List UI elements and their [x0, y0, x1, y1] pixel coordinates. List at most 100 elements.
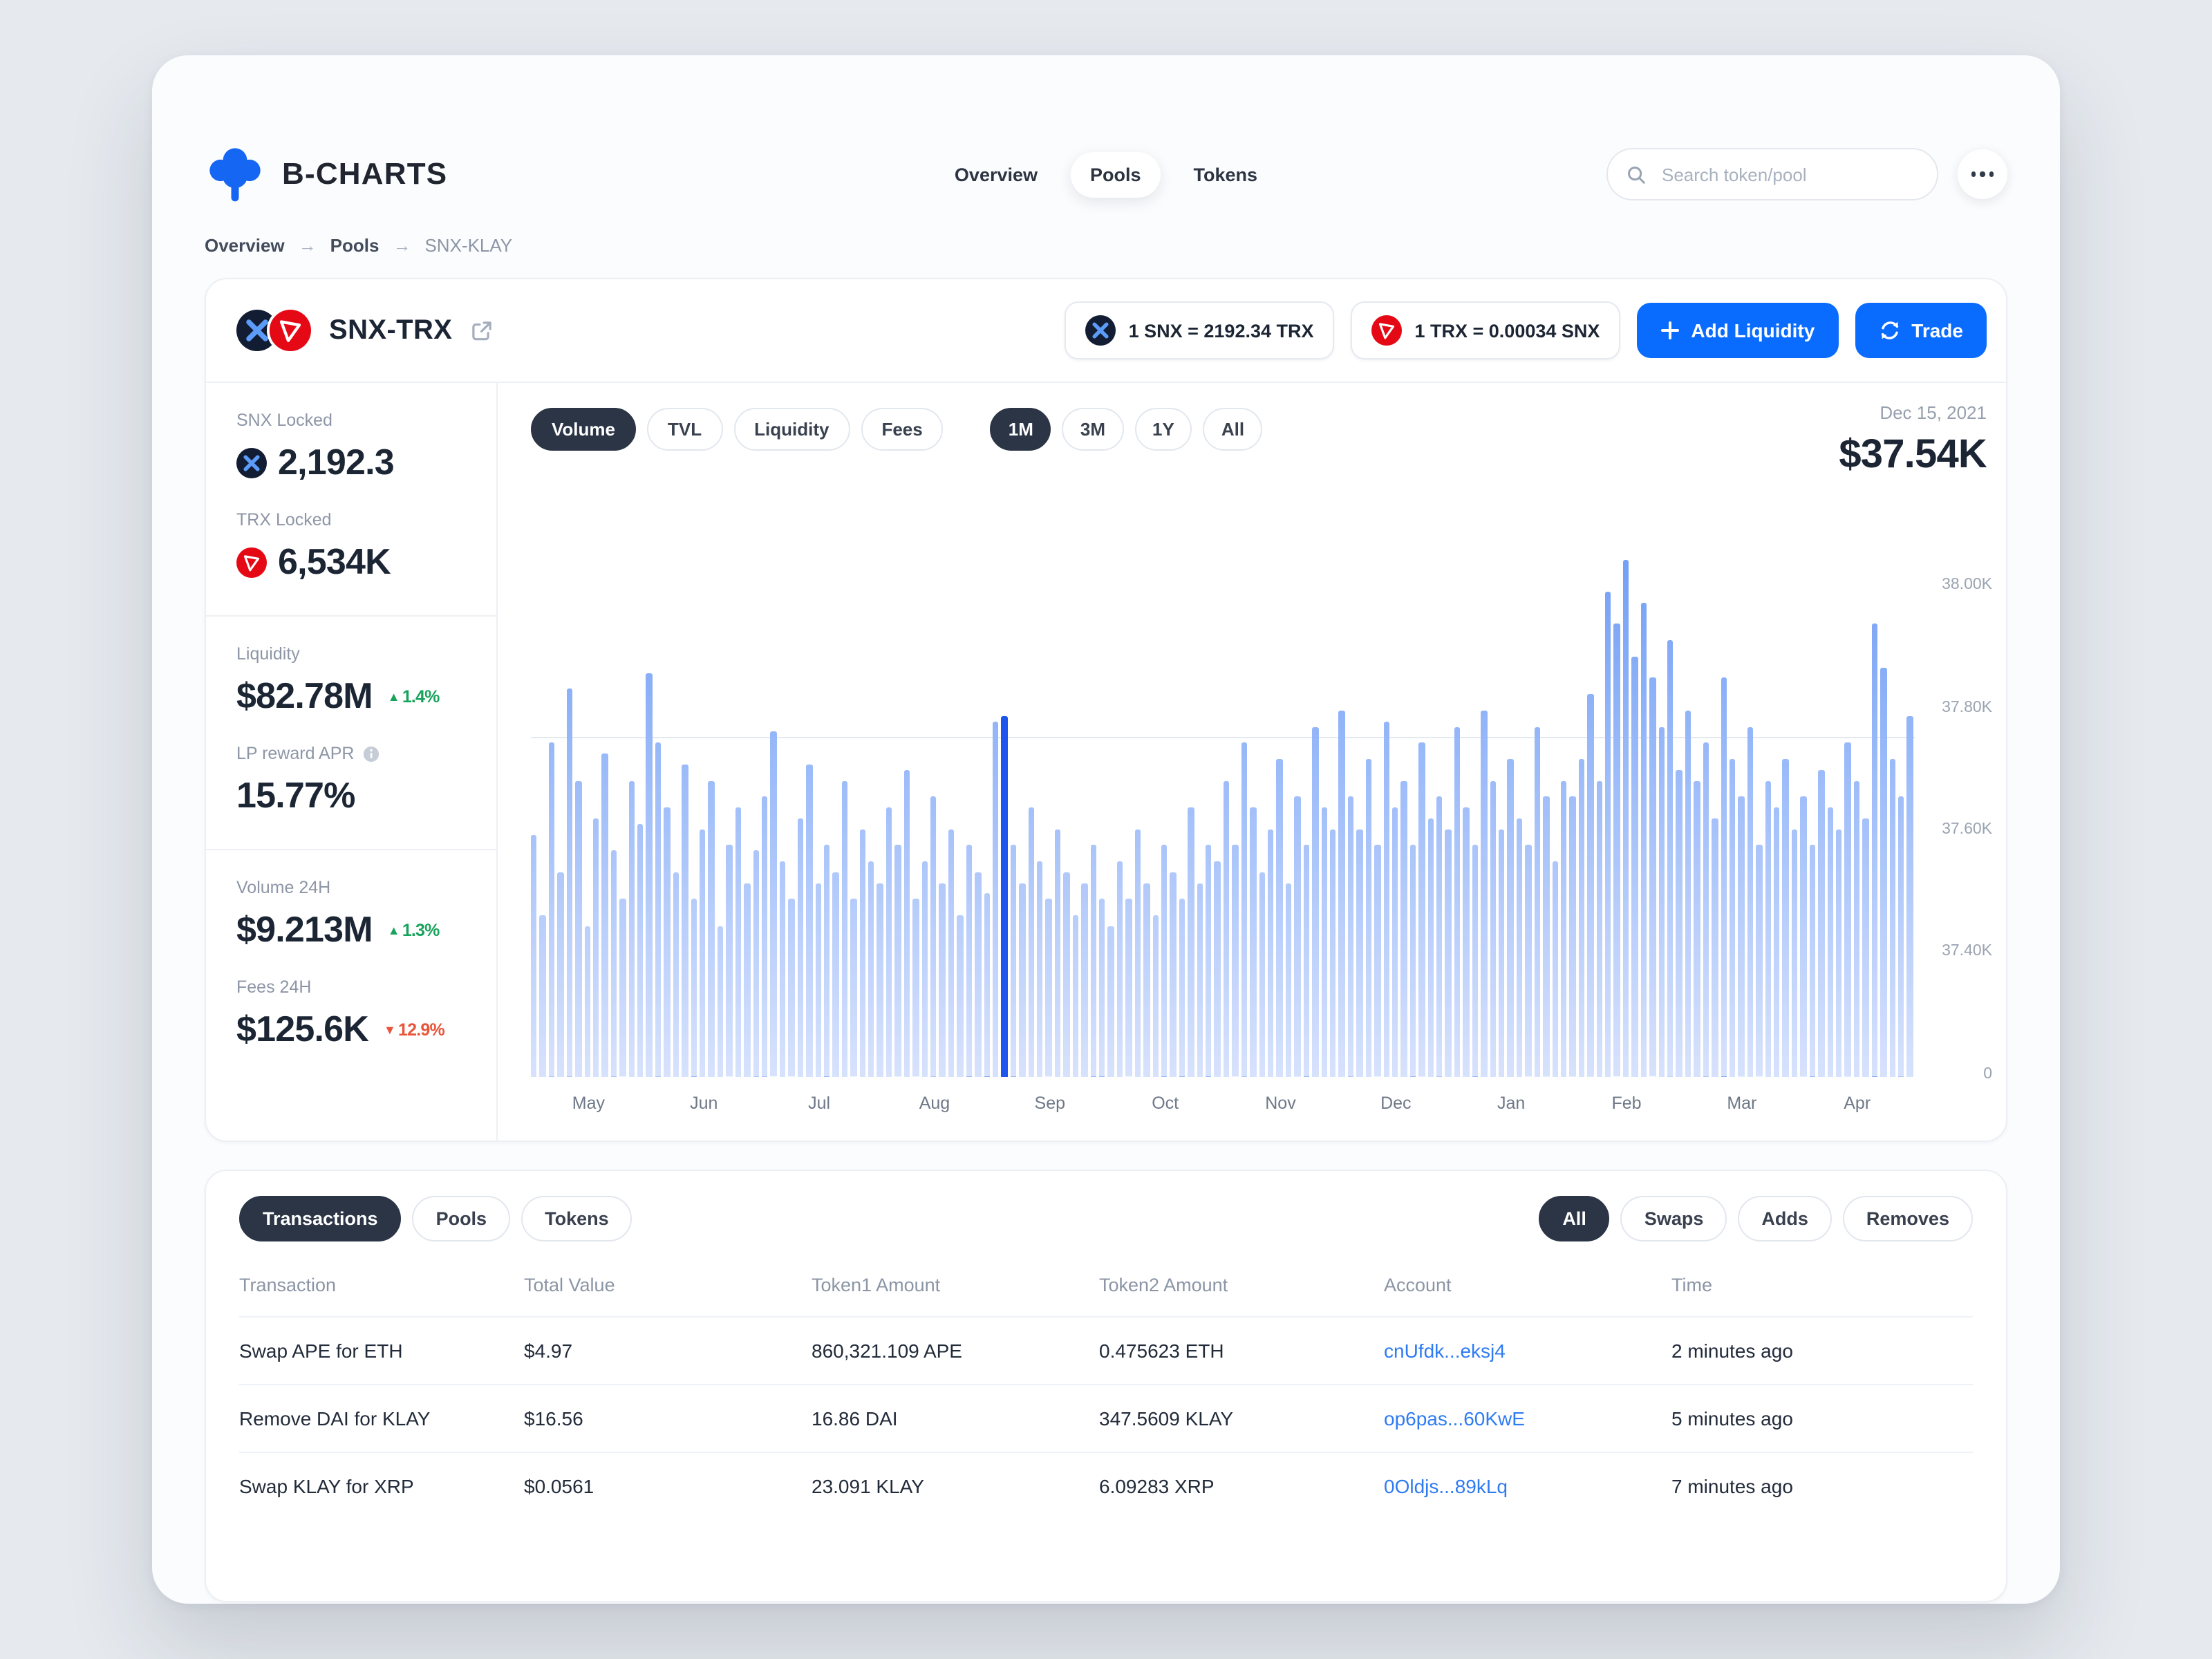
volume-bar[interactable]	[761, 796, 768, 1077]
volume-bar[interactable]	[1037, 861, 1043, 1077]
volume-bar[interactable]	[1844, 742, 1851, 1077]
volume-bar[interactable]	[1179, 899, 1185, 1077]
volume-bar[interactable]	[797, 818, 804, 1077]
volume-bar[interactable]	[877, 883, 883, 1077]
filter-swaps[interactable]: Swaps	[1620, 1196, 1727, 1241]
volume-bar[interactable]	[1259, 872, 1266, 1077]
volume-bar[interactable]	[1569, 796, 1576, 1077]
volume-bar[interactable]	[1756, 845, 1763, 1077]
volume-bar[interactable]	[1613, 624, 1620, 1077]
volume-bar[interactable]	[1338, 710, 1345, 1077]
volume-bar[interactable]	[1285, 883, 1292, 1077]
volume-bar[interactable]	[984, 893, 990, 1077]
volume-bar[interactable]	[1560, 780, 1567, 1077]
volume-bar[interactable]	[1143, 883, 1150, 1077]
volume-bar[interactable]	[1747, 727, 1754, 1077]
volume-bar[interactable]	[1871, 624, 1878, 1077]
volume-bar[interactable]	[1303, 845, 1310, 1077]
volume-bar[interactable]	[735, 807, 742, 1077]
volume-bar[interactable]	[1800, 796, 1807, 1077]
volume-bar[interactable]	[1729, 758, 1736, 1077]
volume-bar[interactable]	[1365, 758, 1372, 1077]
volume-bar[interactable]	[1072, 915, 1079, 1077]
metric-tab-liquidity[interactable]: Liquidity	[733, 408, 850, 451]
filter-removes[interactable]: Removes	[1842, 1196, 1973, 1241]
volume-bar[interactable]	[700, 829, 706, 1077]
volume-bar[interactable]	[939, 883, 946, 1077]
volume-bar[interactable]	[975, 872, 982, 1077]
tab-pools[interactable]: Pools	[412, 1196, 511, 1241]
volume-bar[interactable]	[1427, 818, 1434, 1077]
search-box[interactable]	[1606, 148, 1938, 200]
volume-bar[interactable]	[708, 780, 715, 1077]
volume-bar[interactable]	[1445, 829, 1452, 1077]
volume-bar[interactable]	[1391, 807, 1398, 1077]
volume-bar[interactable]	[1481, 710, 1488, 1077]
table-row[interactable]: Remove DAI for KLAY $16.56 16.86 DAI 347…	[239, 1384, 1973, 1452]
breadcrumb-overview[interactable]: Overview	[205, 235, 285, 256]
volume-bar[interactable]	[1774, 807, 1780, 1077]
volume-bar[interactable]	[1329, 829, 1336, 1077]
volume-bar[interactable]	[1703, 742, 1709, 1077]
volume-bar[interactable]	[1019, 883, 1026, 1077]
volume-bar[interactable]	[788, 899, 795, 1077]
volume-bar[interactable]	[1188, 807, 1194, 1077]
volume-bar[interactable]	[1721, 677, 1727, 1077]
volume-bar[interactable]	[1045, 899, 1052, 1077]
selected-bar[interactable]	[1001, 715, 1008, 1077]
volume-bar[interactable]	[1782, 758, 1789, 1077]
volume-bar[interactable]	[885, 807, 892, 1077]
volume-bar[interactable]	[859, 829, 866, 1077]
volume-bar[interactable]	[1454, 727, 1461, 1077]
volume-bar[interactable]	[1525, 845, 1532, 1077]
volume-bar[interactable]	[753, 850, 759, 1077]
volume-bar[interactable]	[584, 926, 590, 1077]
volume-bar[interactable]	[1658, 727, 1665, 1077]
volume-bar[interactable]	[1028, 807, 1035, 1077]
volume-bar[interactable]	[903, 769, 910, 1077]
volume-bar[interactable]	[1862, 818, 1869, 1077]
volume-bar[interactable]	[1507, 758, 1514, 1077]
volume-bar[interactable]	[1232, 845, 1239, 1077]
volume-bar[interactable]	[1818, 769, 1825, 1077]
volume-bar[interactable]	[1436, 796, 1443, 1077]
table-row[interactable]: Swap KLAY for XRP $0.0561 23.091 KLAY 6.…	[239, 1452, 1973, 1519]
volume-bar[interactable]	[691, 899, 697, 1077]
volume-bar[interactable]	[646, 673, 653, 1077]
nav-overview[interactable]: Overview	[954, 164, 1038, 185]
cell-transaction[interactable]: Swap KLAY for XRP	[239, 1475, 414, 1497]
volume-bar[interactable]	[832, 872, 839, 1077]
filter-all[interactable]: All	[1539, 1196, 1610, 1241]
volume-bar[interactable]	[531, 834, 537, 1077]
volume-bar[interactable]	[1543, 796, 1550, 1077]
volume-bar[interactable]	[1054, 829, 1061, 1077]
volume-bar[interactable]	[1383, 721, 1389, 1077]
external-link-icon[interactable]	[470, 319, 494, 342]
volume-bar[interactable]	[592, 818, 599, 1077]
search-input[interactable]	[1659, 162, 1919, 186]
volume-bar[interactable]	[815, 883, 821, 1077]
volume-bar[interactable]	[921, 861, 928, 1077]
tab-transactions[interactable]: Transactions	[239, 1196, 402, 1241]
tab-tokens[interactable]: Tokens	[521, 1196, 632, 1241]
more-menu-button[interactable]	[1958, 149, 2007, 199]
volume-bar[interactable]	[1552, 861, 1558, 1077]
breadcrumb-pools[interactable]: Pools	[330, 235, 379, 256]
volume-bar[interactable]	[779, 861, 786, 1077]
volume-bar[interactable]	[1312, 727, 1319, 1077]
volume-bar[interactable]	[1765, 780, 1772, 1077]
volume-bar[interactable]	[806, 764, 812, 1077]
volume-bar[interactable]	[912, 899, 919, 1077]
volume-bar[interactable]	[1685, 710, 1691, 1077]
range-tab-all[interactable]: All	[1203, 408, 1263, 451]
volume-bar[interactable]	[664, 807, 671, 1077]
volume-bar[interactable]	[770, 731, 777, 1077]
volume-bar[interactable]	[1889, 758, 1895, 1077]
volume-bar[interactable]	[557, 872, 564, 1077]
volume-bar[interactable]	[841, 780, 848, 1077]
cell-account-link[interactable]: op6pas...60KwE	[1384, 1407, 1525, 1430]
cell-account-link[interactable]: cnUfdk...eksj4	[1384, 1340, 1506, 1362]
volume-bar[interactable]	[868, 861, 874, 1077]
rate-chip-snx[interactable]: 1 SNX = 2192.34 TRX	[1065, 301, 1335, 359]
volume-bar[interactable]	[1170, 872, 1177, 1077]
